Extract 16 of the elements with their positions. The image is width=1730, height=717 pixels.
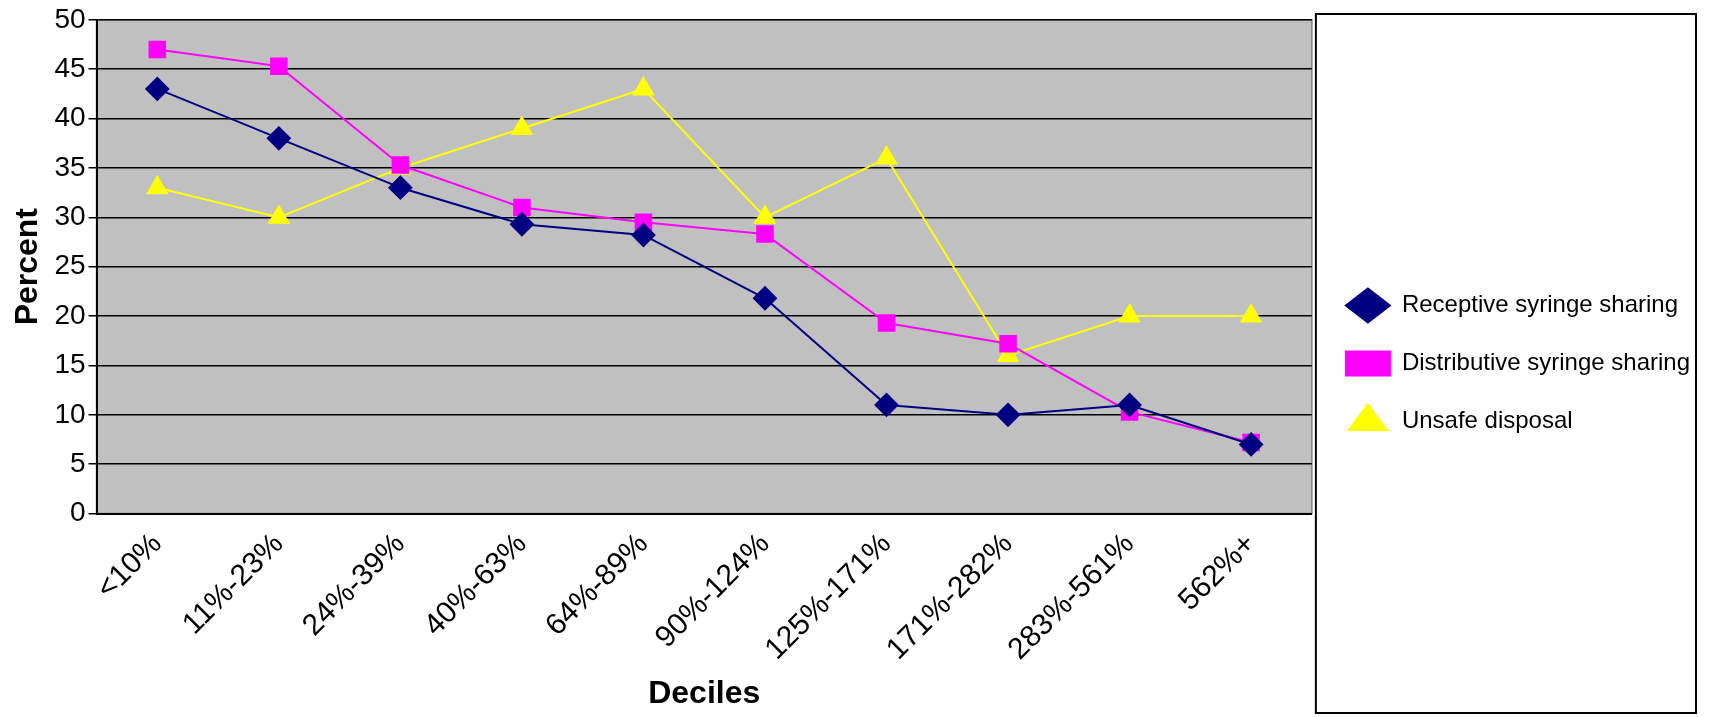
legend-label: Distributive syringe sharing: [1401, 348, 1691, 376]
y-axis-title: Percent: [8, 207, 45, 326]
legend-label: Unsafe disposal: [1401, 406, 1573, 434]
y-tick-label: 25: [54, 249, 86, 281]
y-tick-label: 15: [54, 348, 86, 380]
y-tick-label: 10: [54, 397, 86, 429]
x-axis-title: Deciles: [648, 673, 761, 710]
y-tick-label: 50: [54, 2, 86, 34]
y-tick-label: 5: [69, 446, 86, 478]
y-tick-label: 0: [69, 496, 86, 528]
y-tick-label: 35: [54, 150, 86, 182]
y-tick-label: 30: [54, 200, 86, 232]
y-tick-label: 40: [54, 101, 86, 133]
y-tick-label: 45: [54, 51, 86, 83]
y-tick-label: 20: [54, 298, 86, 330]
legend-label: Receptive syringe sharing: [1401, 290, 1679, 318]
